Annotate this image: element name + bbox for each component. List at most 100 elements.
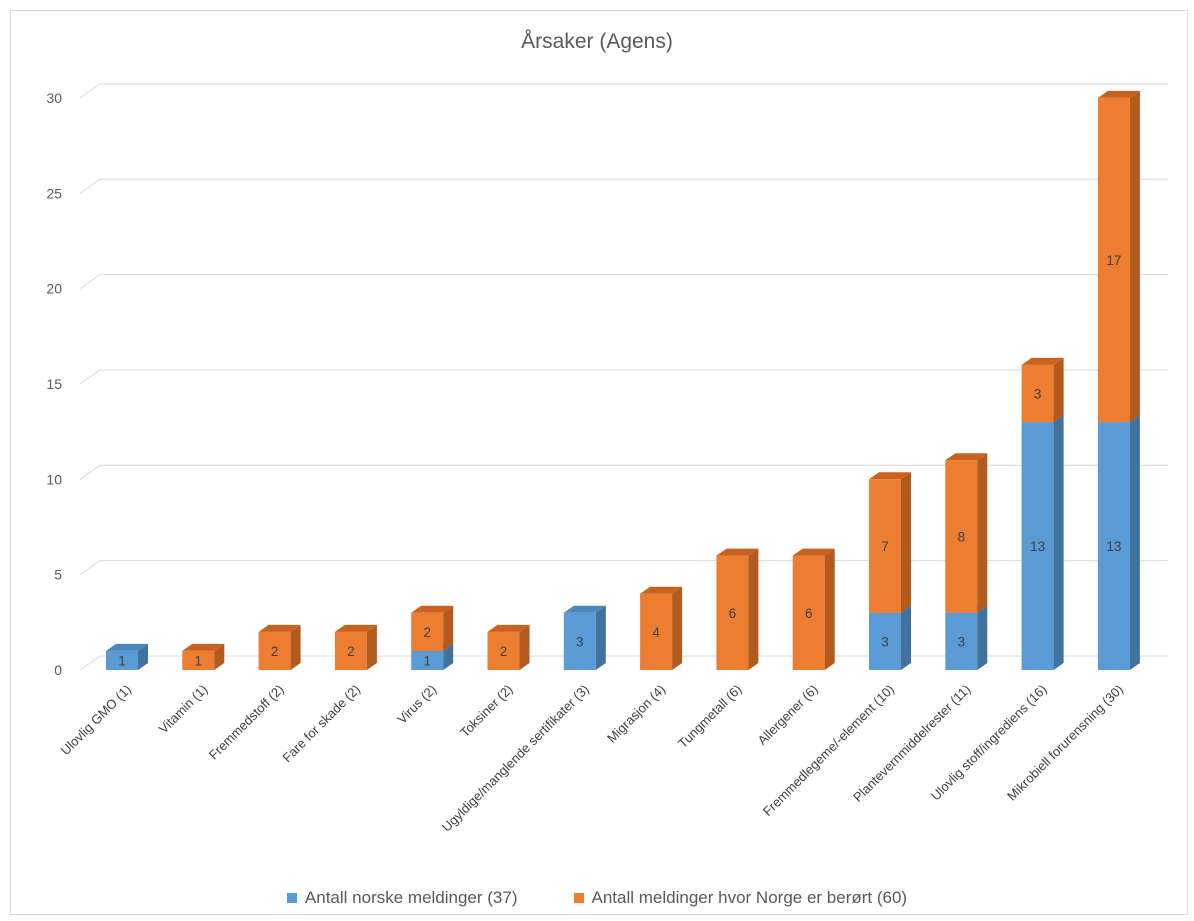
gridlines xyxy=(79,83,1168,671)
bar-side xyxy=(366,624,377,670)
bar-side xyxy=(290,624,301,670)
bar-segment: 2 xyxy=(258,624,301,670)
bar-segment: 3 xyxy=(563,605,606,670)
data-label: 2 xyxy=(271,644,279,659)
x-category-label: Allergener (6) xyxy=(755,682,821,748)
bar-top xyxy=(487,624,530,632)
bar-top xyxy=(182,643,225,651)
legend-label-norske: Antall norske meldinger (37) xyxy=(304,888,518,907)
legend: Antall norske meldinger (37) Antall meld… xyxy=(0,888,1194,908)
gridline-depth xyxy=(79,83,101,99)
bar-top xyxy=(411,605,454,613)
bar-front xyxy=(869,479,901,613)
data-label: 2 xyxy=(500,644,508,659)
data-label: 7 xyxy=(881,539,889,554)
bar-front xyxy=(1097,97,1130,423)
bar-side xyxy=(443,605,454,651)
legend-swatch-blue xyxy=(286,893,297,903)
bar-front xyxy=(792,555,825,670)
legend-swatch-orange xyxy=(573,893,584,903)
y-tick-label: 10 xyxy=(46,471,62,487)
bar-side xyxy=(1053,415,1064,670)
gridline-depth xyxy=(79,178,101,194)
x-axis-labels: Ulovlig GMO (1) Vitamin (1)Fremmedstoff (… xyxy=(58,682,1126,835)
bar-front xyxy=(640,593,673,670)
bar-segment: 8 xyxy=(945,453,988,613)
x-category-label: Ugyldige/manglende sertifikater (3) xyxy=(439,682,592,835)
x-category-label: Migrasjon (4) xyxy=(604,682,668,746)
bar-top xyxy=(563,605,606,613)
x-category-label: Fremmedlegeme/-element (10) xyxy=(760,682,897,819)
bar-front xyxy=(869,612,901,670)
gridline-depth xyxy=(79,274,101,290)
data-label: 1 xyxy=(423,653,431,668)
bar-side xyxy=(1053,357,1064,423)
gridline-depth xyxy=(79,560,101,576)
bar-top xyxy=(869,472,911,480)
bar-segment: 7 xyxy=(869,472,911,613)
bar-segment: 17 xyxy=(1097,90,1140,423)
gridline-depth xyxy=(79,655,101,671)
bar-top xyxy=(716,548,759,556)
bar-top xyxy=(792,548,835,556)
gridline-depth xyxy=(79,464,101,480)
bar-front xyxy=(411,612,444,651)
data-label: 2 xyxy=(423,625,431,640)
bar-side xyxy=(519,624,530,670)
bar-top xyxy=(945,453,988,461)
bar-front xyxy=(945,612,978,670)
x-category-label: Fremmedstoff (2) xyxy=(206,682,287,763)
bar-side xyxy=(901,472,911,613)
data-label: 17 xyxy=(1106,253,1121,268)
bar-top xyxy=(1097,90,1140,98)
data-label: 6 xyxy=(805,606,813,621)
data-label: 3 xyxy=(1034,386,1042,401)
bar-side xyxy=(214,643,225,670)
legend-item-berort: Antall meldinger hvor Norge er berørt (6… xyxy=(573,888,907,908)
bar-front xyxy=(106,650,138,670)
bar-front xyxy=(487,631,520,670)
data-label: 8 xyxy=(958,530,966,545)
chart-title: Årsaker (Agens) xyxy=(521,30,673,53)
bar-front xyxy=(563,612,596,670)
bar-front xyxy=(182,650,215,670)
bar-segment: 2 xyxy=(487,624,530,670)
bar-front xyxy=(334,631,367,670)
data-label: 6 xyxy=(729,606,737,621)
bar-side xyxy=(901,605,911,670)
data-label: 2 xyxy=(347,644,355,659)
y-tick-label: 30 xyxy=(46,90,62,106)
bar-side xyxy=(977,605,988,670)
bar-top xyxy=(1021,357,1064,365)
data-label: 1 xyxy=(195,653,203,668)
bar-side xyxy=(1129,415,1140,670)
y-tick-label: 25 xyxy=(46,185,62,201)
bar-front xyxy=(716,555,749,670)
x-category-label: Tungmetall (6) xyxy=(675,682,745,752)
bar-front xyxy=(1097,422,1130,670)
bar-segment: 6 xyxy=(792,548,835,670)
data-label: 3 xyxy=(576,634,584,649)
bar-front xyxy=(258,631,291,670)
bar-segment: 13 xyxy=(1097,415,1140,670)
x-category-label: Ulovlig GMO (1) xyxy=(58,682,135,759)
data-label: 4 xyxy=(652,625,660,640)
data-label: 3 xyxy=(958,634,966,649)
bar-segment: 3 xyxy=(1021,357,1064,423)
y-tick-label: 20 xyxy=(46,281,62,297)
y-tick-label: 0 xyxy=(54,662,62,678)
bar-side xyxy=(977,453,988,613)
bar-segment: 2 xyxy=(411,605,454,651)
bar-side xyxy=(595,605,606,670)
gridline-depth xyxy=(79,369,101,385)
x-category-label: Vitamin (1) xyxy=(156,682,211,737)
bar-segment: 3 xyxy=(869,605,911,670)
bar-side xyxy=(138,643,148,670)
bar-front xyxy=(1021,364,1054,423)
bar-front xyxy=(945,460,978,613)
bar-side xyxy=(672,586,683,670)
bar-top xyxy=(106,643,148,651)
x-category-label: Virus (2) xyxy=(394,682,439,727)
bar-top xyxy=(334,624,377,632)
bar-segment: 13 xyxy=(1021,415,1064,670)
